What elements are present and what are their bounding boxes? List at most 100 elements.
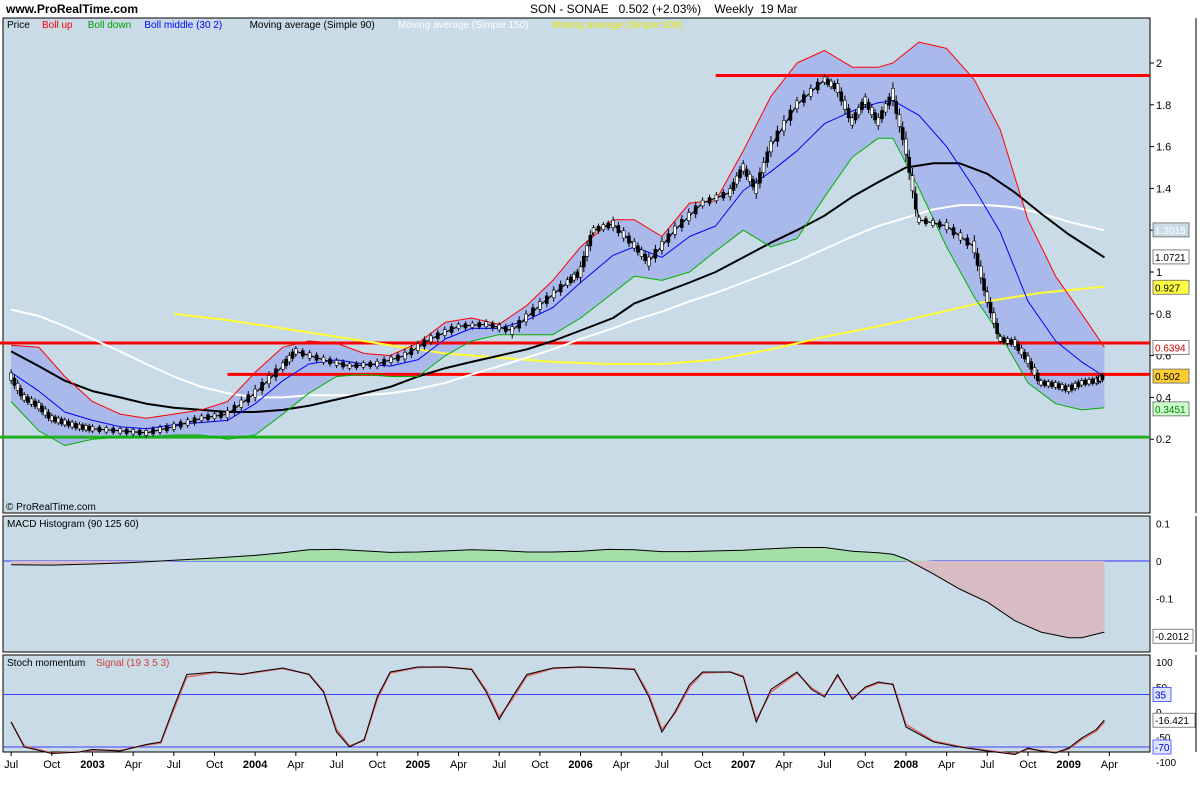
price-candle <box>409 347 414 356</box>
price-candle <box>639 249 644 257</box>
y-tick-label: 0.8 <box>1156 309 1171 321</box>
macd-tick-label: -0.1 <box>1156 594 1174 605</box>
price-candle <box>897 114 902 127</box>
price-candle <box>50 415 54 422</box>
price-candle <box>416 343 420 351</box>
macd-histogram-line <box>11 547 1105 639</box>
price-candle <box>761 161 766 174</box>
price-candle <box>731 182 736 191</box>
price-candle <box>436 332 440 340</box>
price-candle <box>721 192 726 199</box>
price-candle <box>375 360 379 367</box>
x-tick-label: 2005 <box>406 759 430 771</box>
price-candle <box>185 419 190 426</box>
series-boll-down <box>10 137 1105 446</box>
series-moving-average-simple-150 <box>10 204 1105 399</box>
y-tick-label: 1 <box>1156 267 1162 279</box>
price-candle <box>199 415 204 422</box>
price-candle <box>822 76 827 83</box>
price-candle <box>287 355 292 363</box>
price-candle <box>403 351 407 360</box>
x-tick-label: 2009 <box>1056 759 1080 771</box>
price-candle <box>219 412 223 418</box>
price-candle <box>775 130 780 142</box>
macd-panel: MACD Histogram (90 125 60) 0.1 0 -0.1 -0.201… <box>2 515 1197 653</box>
price-candle <box>917 216 921 223</box>
price-candle <box>835 83 840 93</box>
stoch-momentum-line <box>10 666 1105 756</box>
x-tick-label: Jul <box>492 759 506 771</box>
price-candle <box>232 404 237 413</box>
stoch-tick-label: -50 <box>1156 733 1171 744</box>
price-candle <box>700 199 705 207</box>
price-candle <box>707 197 712 204</box>
price-candle <box>503 326 508 332</box>
price-candle <box>12 377 17 386</box>
price-candle <box>1090 378 1095 384</box>
price-candle <box>894 101 898 114</box>
price-candle <box>59 418 64 425</box>
value-box-label: 0.6394 <box>1155 343 1186 354</box>
price-candle <box>29 398 34 405</box>
price-candle <box>856 107 861 116</box>
x-tick-label: Apr <box>938 759 955 771</box>
price-candle <box>913 193 918 210</box>
price-candle <box>307 352 312 359</box>
price-candle <box>239 399 244 408</box>
price-candle <box>80 424 85 430</box>
x-tick-label: Oct <box>43 759 60 771</box>
stoch-value-box <box>1152 712 1196 728</box>
macd-value-box-label: -0.2012 <box>1155 632 1189 643</box>
price-candle <box>728 188 733 197</box>
chart-headline: SON - SONAE 0.502 (+2.03%) Weekly 19 Mar <box>530 2 798 16</box>
price-candle <box>449 326 454 333</box>
series-boll-middle-30-2 <box>10 100 1105 430</box>
price-panel: 21.81.61.41.210.80.60.40.21.20151.07210.… <box>0 17 1197 514</box>
series-moving-average-simple-500 <box>173 285 1105 365</box>
price-candle <box>891 88 895 101</box>
price-candle <box>647 256 651 267</box>
price-candle <box>290 351 295 359</box>
price-candle <box>866 101 871 110</box>
stoch-panel-bg <box>2 654 1151 753</box>
site-name: www.ProRealTime.com <box>6 2 139 16</box>
price-candle <box>588 235 593 247</box>
legend-item-1: Boll up <box>42 20 73 31</box>
price-candle <box>341 361 345 368</box>
price-candle <box>585 245 589 257</box>
legend-item-3: Boll middle (30 2) <box>144 20 222 31</box>
price-candle <box>172 423 176 430</box>
y-tick-label: 2 <box>1156 58 1162 70</box>
price-candle <box>463 323 468 329</box>
price-candle <box>978 265 983 279</box>
price-candle <box>982 278 986 291</box>
price-candle <box>591 227 596 234</box>
macd-legend: MACD Histogram (90 125 60) <box>7 519 139 530</box>
price-candle <box>524 313 528 323</box>
price-candle <box>998 336 1003 342</box>
macd-tick-label: 0.1 <box>1156 520 1170 531</box>
price-candle <box>754 182 759 194</box>
price-candle <box>601 224 606 230</box>
price-candle <box>212 413 217 419</box>
price-candle <box>84 425 88 431</box>
y-tick-label: 1.4 <box>1156 183 1171 195</box>
price-candle <box>328 358 332 365</box>
legend-item-0: Price <box>7 20 30 31</box>
watermark: © ProRealTime.com <box>6 502 96 513</box>
price-candle <box>860 101 864 110</box>
price-candle <box>744 168 749 177</box>
stoch-legend-signal: Signal (19 3 5 3) <box>96 658 169 669</box>
price-candle <box>260 381 264 391</box>
price-candle <box>158 426 162 433</box>
x-tick-label: Apr <box>287 759 304 771</box>
price-candle <box>693 205 698 215</box>
macd-tick-label: 0 <box>1156 557 1162 568</box>
price-candle <box>368 361 373 368</box>
macd-negative-area <box>11 561 1105 638</box>
macd-positive-area <box>11 547 1105 561</box>
price-candle <box>66 420 71 427</box>
price-candle <box>97 426 102 432</box>
